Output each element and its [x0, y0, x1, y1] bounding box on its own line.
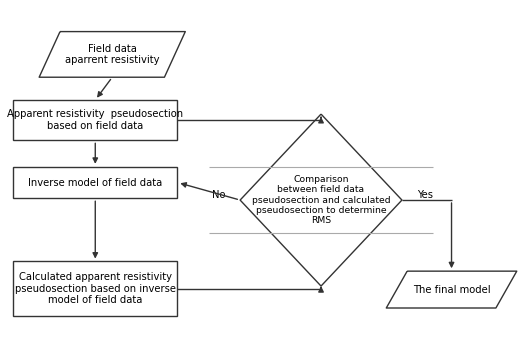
Text: Apparent resistivity  pseudosection
based on field data: Apparent resistivity pseudosection based… — [7, 110, 183, 131]
Text: Yes: Yes — [418, 190, 433, 200]
Text: Calculated apparent resistivity
pseudosection based on inverse
model of field da: Calculated apparent resistivity pseudose… — [15, 272, 176, 305]
Bar — [13, 100, 177, 140]
Text: The final model: The final model — [413, 285, 490, 294]
Bar — [13, 167, 177, 198]
Text: Comparison
between field data
pseudosection and calculated
pseudosection to dete: Comparison between field data pseudosect… — [252, 175, 390, 225]
Bar — [13, 261, 177, 316]
Text: Field data
aparrent resistivity: Field data aparrent resistivity — [65, 44, 160, 65]
Text: Inverse model of field data: Inverse model of field data — [28, 178, 162, 187]
Text: No: No — [212, 190, 226, 200]
